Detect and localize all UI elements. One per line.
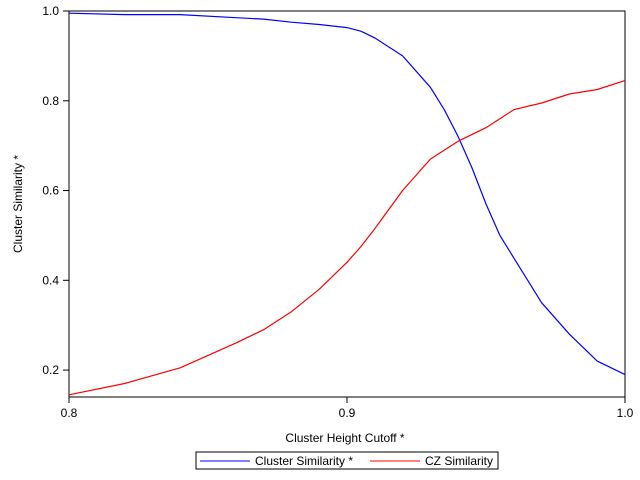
legend-label-cz-similarity: CZ Similarity: [425, 454, 493, 468]
x-tick-label: 0.9: [339, 406, 356, 420]
plot-frame: [68, 10, 626, 398]
x-axis: 0.8 0.9 1.0: [61, 397, 634, 420]
legend-label-cluster-similarity: Cluster Similarity *: [255, 454, 353, 468]
y-tick-label: 0.2: [42, 363, 59, 377]
y-tick-label: 0.8: [42, 94, 59, 108]
legend: Cluster Similarity * CZ Similarity: [195, 451, 499, 470]
y-tick-label: 0.6: [42, 184, 59, 198]
x-axis-label: Cluster Height Cutoff *: [285, 431, 404, 445]
y-axis-label: Cluster Similarity *: [11, 155, 25, 253]
x-tick-label: 1.0: [617, 406, 634, 420]
series-line-cz-similarity: [68, 80, 626, 396]
series-line-cluster-similarity: [68, 12, 626, 376]
y-tick-label: 1.0: [42, 4, 59, 18]
legend-box: [195, 451, 499, 470]
x-tick-label: 0.8: [61, 406, 78, 420]
y-axis: 0.2 0.4 0.6 0.8 1.0: [42, 4, 69, 377]
y-tick-label: 0.4: [42, 273, 59, 287]
series-lines: [68, 12, 626, 396]
